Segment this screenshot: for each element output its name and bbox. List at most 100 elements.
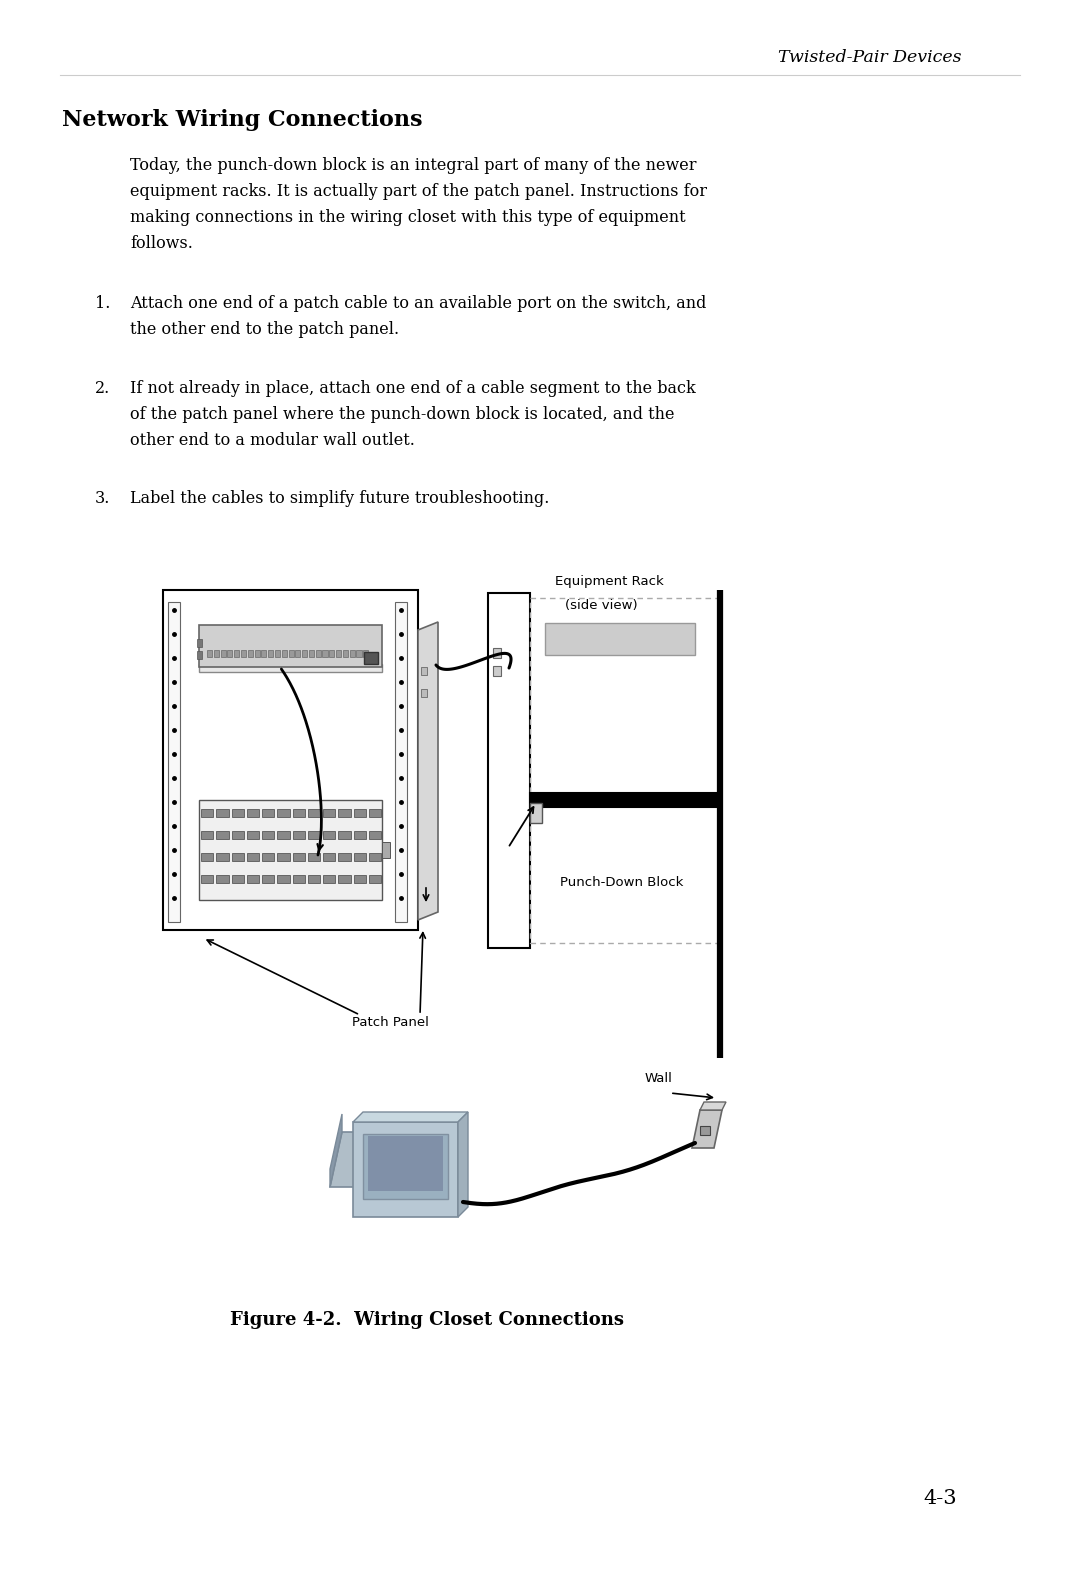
Text: Figure 4-2.  Wiring Closet Connections: Figure 4-2. Wiring Closet Connections <box>230 1311 624 1328</box>
Bar <box>308 831 320 838</box>
Bar <box>530 598 720 944</box>
Bar <box>323 831 335 838</box>
Bar <box>338 809 351 816</box>
Bar <box>275 650 280 656</box>
Text: Network Wiring Connections: Network Wiring Connections <box>62 108 422 130</box>
Bar <box>246 809 259 816</box>
Text: Wall: Wall <box>645 1071 673 1085</box>
Text: equipment racks. It is actually part of the patch panel. Instructions for: equipment racks. It is actually part of … <box>130 182 707 199</box>
Bar <box>421 667 427 675</box>
Bar <box>199 625 382 667</box>
Bar <box>293 809 305 816</box>
Bar <box>342 650 348 656</box>
Bar <box>163 590 418 929</box>
Text: (side view): (side view) <box>565 598 637 611</box>
Bar <box>338 874 351 882</box>
Bar <box>315 650 321 656</box>
Bar <box>199 664 382 672</box>
Bar <box>395 601 407 922</box>
Bar <box>308 874 320 882</box>
Bar <box>302 650 307 656</box>
Bar <box>201 853 213 860</box>
Bar <box>201 874 213 882</box>
Bar <box>323 874 335 882</box>
Text: Twisted-Pair Devices: Twisted-Pair Devices <box>779 50 962 66</box>
Bar <box>363 650 368 656</box>
Text: 4-3: 4-3 <box>923 1488 957 1507</box>
Bar <box>353 874 366 882</box>
Bar <box>197 639 202 647</box>
Bar <box>700 1126 710 1135</box>
Bar <box>353 809 366 816</box>
Bar <box>278 853 289 860</box>
Bar <box>201 831 213 838</box>
Polygon shape <box>330 1115 342 1187</box>
Text: 2.: 2. <box>95 380 110 397</box>
Bar <box>216 831 229 838</box>
Bar <box>288 650 294 656</box>
Text: Patch Panel: Patch Panel <box>352 1016 429 1028</box>
Bar <box>278 809 289 816</box>
Bar <box>323 809 335 816</box>
Bar <box>329 650 335 656</box>
Bar <box>364 652 378 664</box>
Bar <box>336 650 341 656</box>
Bar <box>168 601 180 922</box>
Bar <box>231 874 244 882</box>
Text: If not already in place, attach one end of a cable segment to the back: If not already in place, attach one end … <box>130 380 696 397</box>
Bar <box>268 650 273 656</box>
Bar <box>353 853 366 860</box>
Text: making connections in the wiring closet with this type of equipment: making connections in the wiring closet … <box>130 209 686 226</box>
Bar <box>220 650 226 656</box>
Bar <box>246 831 259 838</box>
Bar <box>247 650 253 656</box>
Bar <box>231 809 244 816</box>
Bar <box>368 874 381 882</box>
Bar <box>492 666 501 677</box>
Bar <box>338 831 351 838</box>
Bar <box>262 853 274 860</box>
Bar <box>231 831 244 838</box>
Bar <box>201 809 213 816</box>
Bar <box>530 793 720 807</box>
Bar <box>262 874 274 882</box>
Polygon shape <box>353 1112 468 1123</box>
Text: Today, the punch-down block is an integral part of many of the newer: Today, the punch-down block is an integr… <box>130 157 697 174</box>
Polygon shape <box>353 1123 458 1217</box>
Bar <box>199 801 382 900</box>
Bar <box>363 1134 448 1199</box>
Bar <box>293 874 305 882</box>
Bar <box>214 650 219 656</box>
Bar <box>282 650 287 656</box>
Bar <box>231 853 244 860</box>
Bar <box>530 802 542 823</box>
Bar <box>368 853 381 860</box>
Bar <box>278 831 289 838</box>
Bar <box>293 853 305 860</box>
Polygon shape <box>458 1112 468 1217</box>
Bar <box>350 650 354 656</box>
Bar <box>308 853 320 860</box>
Text: Attach one end of a patch cable to an available port on the switch, and: Attach one end of a patch cable to an av… <box>130 295 706 312</box>
Polygon shape <box>692 1110 723 1148</box>
Bar <box>323 853 335 860</box>
Bar <box>262 809 274 816</box>
Bar <box>216 809 229 816</box>
Bar <box>246 853 259 860</box>
Bar <box>356 650 362 656</box>
Text: of the patch panel where the punch-down block is located, and the: of the patch panel where the punch-down … <box>130 407 675 422</box>
Bar <box>261 650 267 656</box>
Text: 3.: 3. <box>95 490 110 507</box>
Bar <box>492 648 501 658</box>
Bar <box>246 874 259 882</box>
Bar <box>295 650 300 656</box>
Bar <box>308 809 320 816</box>
Bar <box>234 650 240 656</box>
Bar <box>338 853 351 860</box>
Bar <box>488 593 530 948</box>
Bar <box>353 831 366 838</box>
Text: 1.: 1. <box>95 295 110 312</box>
Bar <box>545 623 696 655</box>
Text: follows.: follows. <box>130 234 193 251</box>
Bar <box>368 809 381 816</box>
